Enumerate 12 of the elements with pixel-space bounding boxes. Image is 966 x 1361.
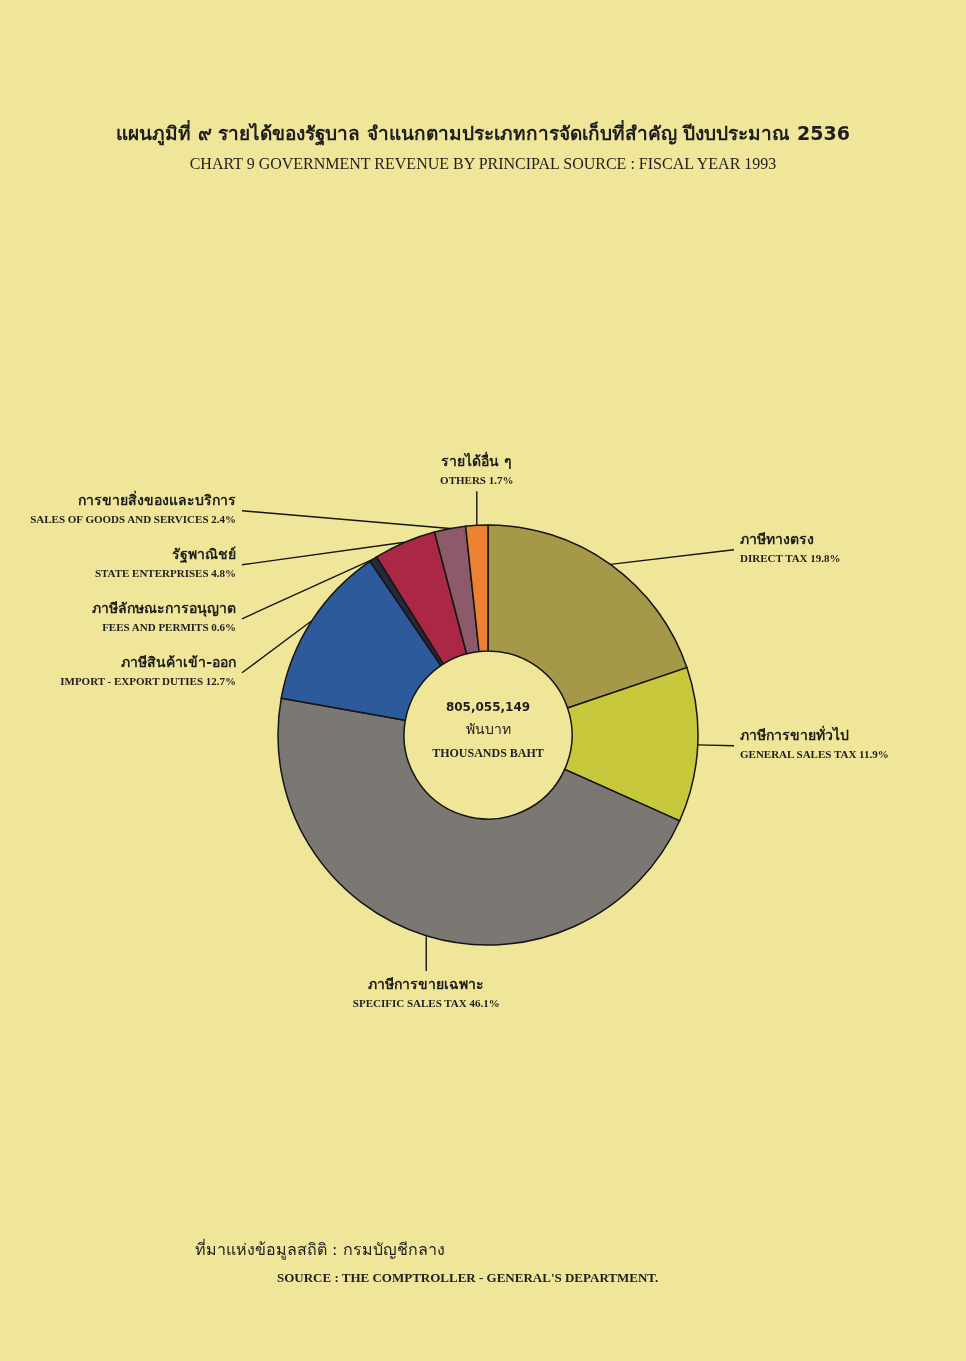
category-label: ภาษีสินค้าเข้า-ออก IMPORT - EXPORT DUTIES 12.7% xyxy=(60,654,236,688)
category-label: ภาษีทางตรง DIRECT TAX 19.8% xyxy=(740,531,841,565)
category-label: รัฐพาณิชย์ STATE ENTERPRISES 4.8% xyxy=(94,546,236,580)
text: ที่มาแห่งข้อมูลสถิติ : กรมบัญชีกลาง SOURCE : THE COMPTROLLER - GENERAL'S DEPARTMENT. xyxy=(195,1238,659,1285)
category-label: การขายสิ่งของและบริการ SALES OF GOODS AND SERVICES 2.4% xyxy=(30,492,236,526)
category-label: ภาษีลักษณะการอนุญาต FEES AND PERMITS 0.6% xyxy=(92,600,236,634)
category-label: รายได้อื่น ๆ OTHERS 1.7% xyxy=(440,453,514,487)
chart-subtitle: CHART 9 GOVERNMENT REVENUE BY PRINCIPAL SOURCE : FISCAL YEAR 1993 xyxy=(189,155,777,172)
category-label: ภาษีการขายเฉพาะ SPECIFIC SALES TAX 46.1% xyxy=(352,975,500,1009)
chart-title: แผนภูมิที่ ๙ รายได้ของรัฐบาล จำแนกตามประเภทการจัดเก็บที่สำคัญ ปีงบประมาณ 2536 xyxy=(116,120,850,147)
text: 805,055,149 พันบาท THOUSANDS BAHT xyxy=(432,700,544,760)
category-label: ภาษีการขายทั่วไป GENERAL SALES TAX 11.9% xyxy=(740,727,889,761)
